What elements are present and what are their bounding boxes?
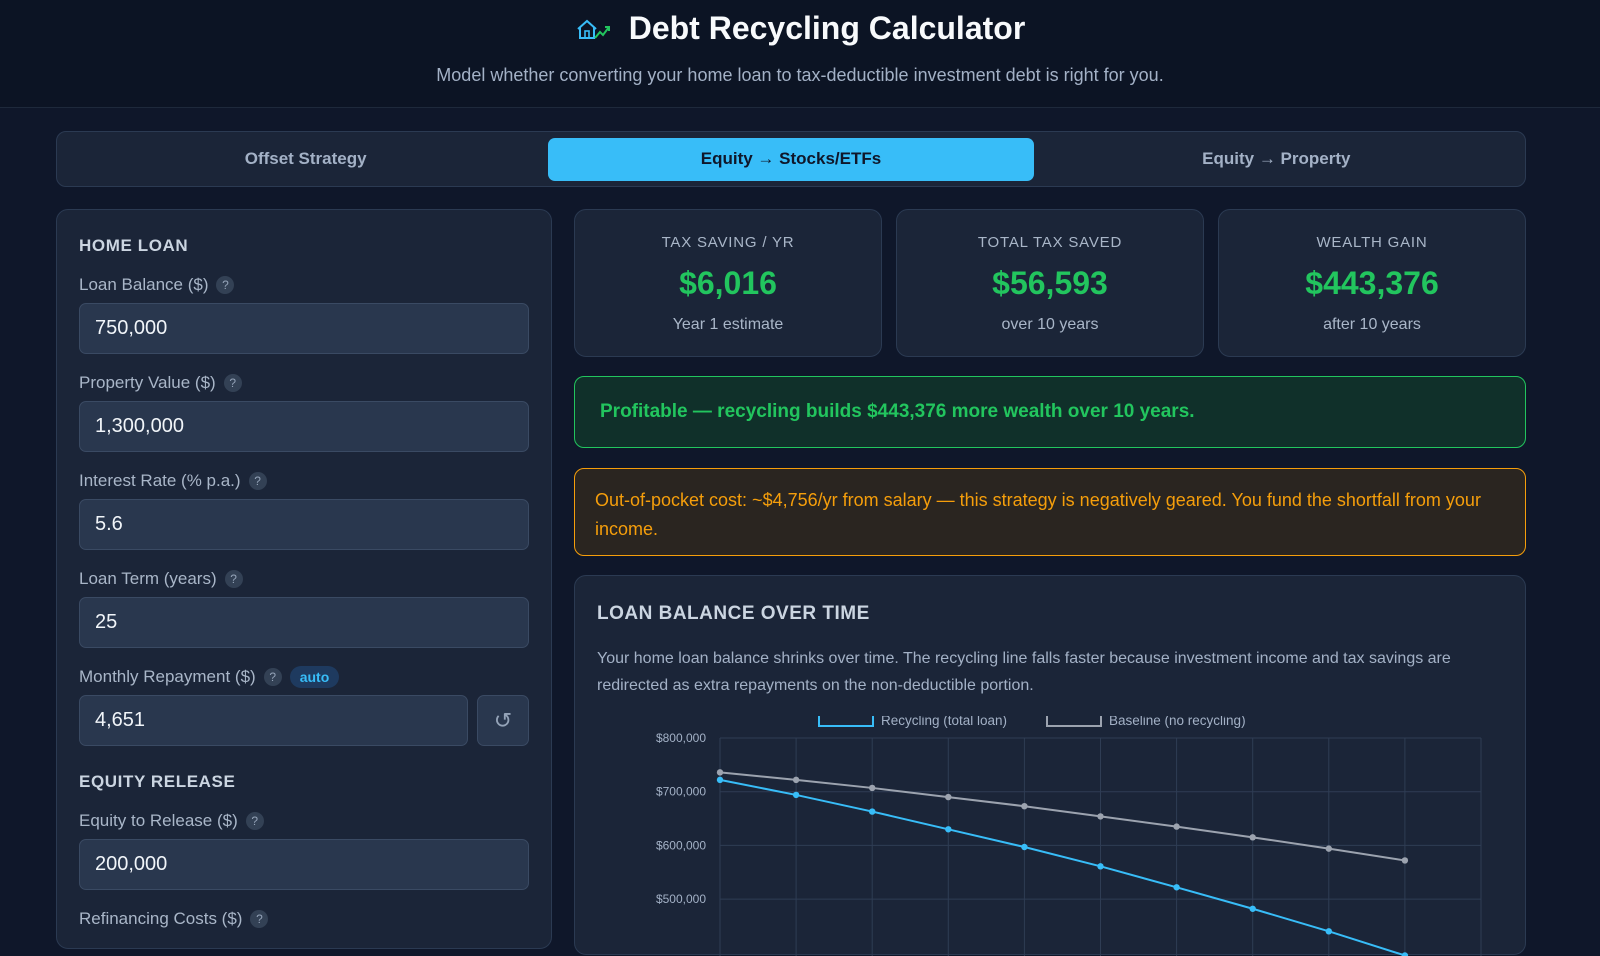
stat-note: over 10 years bbox=[1001, 316, 1099, 333]
y-tick-label: $500,000 bbox=[656, 892, 706, 906]
refinancing-costs-label-text: Refinancing Costs ($) bbox=[79, 909, 243, 928]
strategy-tabs: Offset Strategy Equity → Stocks/ETFs Equ… bbox=[56, 131, 1526, 187]
interest-rate-input[interactable]: 5.6 bbox=[79, 499, 529, 550]
data-point bbox=[945, 793, 952, 801]
property-value-input[interactable]: 1,300,000 bbox=[79, 401, 529, 452]
loan-balance-label: Loan Balance ($) ? bbox=[79, 274, 529, 296]
loan-balance-chart: $800,000 $700,000 $600,000 $500,000 Recyclin… bbox=[656, 716, 1482, 956]
data-point bbox=[1021, 843, 1028, 851]
help-icon[interactable]: ? bbox=[223, 374, 242, 392]
y-tick-label: $700,000 bbox=[656, 785, 706, 799]
data-point bbox=[1325, 845, 1332, 852]
equity-release-heading: EQUITY RELEASE bbox=[79, 772, 236, 791]
stat-card-tax-saving: TAX SAVING / YR $6,016 Year 1 estimate bbox=[574, 209, 882, 357]
data-point bbox=[1097, 863, 1104, 870]
data-point bbox=[869, 808, 876, 815]
home-loan-heading: HOME LOAN bbox=[79, 236, 189, 255]
data-point bbox=[1097, 813, 1104, 820]
stat-value: $56,593 bbox=[992, 265, 1108, 301]
loan-balance-chart-card: LOAN BALANCE OVER TIME Your home loan ba… bbox=[574, 575, 1526, 956]
loan-term-label: Loan Term (years) ? bbox=[79, 568, 529, 590]
data-point bbox=[1249, 905, 1256, 912]
help-icon[interactable]: ? bbox=[248, 472, 267, 490]
interest-rate-label-text: Interest Rate (% p.a.) bbox=[79, 471, 241, 490]
auto-badge: auto bbox=[289, 666, 340, 688]
data-point bbox=[1325, 928, 1332, 935]
help-icon[interactable]: ? bbox=[250, 910, 269, 928]
data-point bbox=[1173, 823, 1180, 830]
monthly-repayment-label: Monthly Repayment ($) ? auto bbox=[79, 666, 529, 688]
y-tick-label: $800,000 bbox=[656, 731, 706, 745]
help-icon[interactable]: ? bbox=[245, 812, 264, 830]
legend-swatch bbox=[1046, 716, 1102, 727]
y-tick-label: $600,000 bbox=[656, 838, 706, 852]
legend-swatch bbox=[818, 716, 874, 727]
series-line bbox=[719, 778, 1406, 956]
help-icon[interactable]: ? bbox=[263, 668, 282, 686]
data-point bbox=[945, 826, 952, 833]
stat-card-wealth-gain: WEALTH GAIN $443,376 after 10 years bbox=[1218, 209, 1526, 357]
tab-equity-stocks[interactable]: Equity → Stocks/ETFs bbox=[548, 137, 1034, 181]
reset-repayment-button[interactable]: ↺ bbox=[477, 695, 529, 746]
loan-balance-input[interactable]: 750,000 bbox=[79, 303, 529, 354]
data-point bbox=[1401, 857, 1409, 864]
data-point bbox=[1249, 834, 1256, 841]
stat-card-total-tax-saved: TOTAL TAX SAVED $56,593 over 10 years bbox=[896, 209, 1204, 357]
series-line bbox=[719, 771, 1406, 862]
stat-note: Year 1 estimate bbox=[672, 316, 784, 333]
legend-label: Baseline (no recycling) bbox=[1109, 716, 1246, 728]
help-icon[interactable]: ? bbox=[224, 570, 243, 588]
stat-value: $6,016 bbox=[679, 265, 777, 301]
stat-label: TOTAL TAX SAVED bbox=[977, 234, 1123, 251]
reset-icon: ↺ bbox=[493, 707, 513, 733]
help-icon[interactable]: ? bbox=[216, 276, 235, 294]
equity-release-label: Equity to Release ($) ? bbox=[79, 810, 529, 832]
tab-offset-strategy[interactable]: Offset Strategy bbox=[244, 149, 367, 168]
refinancing-costs-label: Refinancing Costs ($) ? bbox=[79, 908, 529, 930]
loan-term-label-text: Loan Term (years) bbox=[79, 569, 217, 588]
tab-equity-property[interactable]: Equity → Property bbox=[1202, 149, 1351, 168]
loan-term-input[interactable]: 25 bbox=[79, 597, 529, 648]
stat-value: $443,376 bbox=[1305, 265, 1439, 301]
data-point bbox=[1021, 802, 1028, 810]
monthly-repayment-label-text: Monthly Repayment ($) bbox=[79, 667, 256, 686]
monthly-repayment-input[interactable]: 4,651 bbox=[79, 695, 468, 746]
loan-balance-label-text: Loan Balance ($) bbox=[79, 275, 209, 294]
data-point bbox=[1401, 952, 1409, 956]
data-point bbox=[869, 784, 876, 792]
input-panel: HOME LOAN Loan Balance ($) ? 750,000 Pro… bbox=[56, 209, 552, 949]
cost-warning: Out-of-pocket cost: ~$4,756/yr from sala… bbox=[574, 468, 1526, 556]
house-chart-icon bbox=[577, 19, 610, 39]
property-value-label: Property Value ($) ? bbox=[79, 372, 529, 394]
legend-label: Recycling (total loan) bbox=[881, 716, 1007, 728]
equity-release-label-text: Equity to Release ($) bbox=[79, 811, 238, 830]
property-value-label-text: Property Value ($) bbox=[79, 373, 216, 392]
stat-label: TAX SAVING / YR bbox=[661, 234, 795, 251]
chart-title: LOAN BALANCE OVER TIME bbox=[597, 603, 870, 624]
data-point bbox=[716, 776, 724, 784]
data-point bbox=[792, 776, 800, 784]
interest-rate-label: Interest Rate (% p.a.) ? bbox=[79, 470, 529, 492]
equity-release-input[interactable]: 200,000 bbox=[79, 839, 529, 890]
data-point bbox=[1173, 884, 1180, 891]
page-title: Debt Recycling Calculator bbox=[628, 10, 1026, 46]
page-subtitle: Model whether converting your home loan … bbox=[436, 65, 1164, 85]
stat-note: after 10 years bbox=[1323, 316, 1421, 333]
data-point bbox=[716, 769, 724, 776]
profit-alert: Profitable — recycling builds $443,376 m… bbox=[574, 376, 1526, 448]
chart-description: Your home loan balance shrinks over time… bbox=[597, 650, 1451, 694]
data-point bbox=[792, 791, 800, 799]
app-header: Debt Recycling Calculator Model whether … bbox=[0, 0, 1600, 108]
stat-label: WEALTH GAIN bbox=[1316, 234, 1428, 251]
